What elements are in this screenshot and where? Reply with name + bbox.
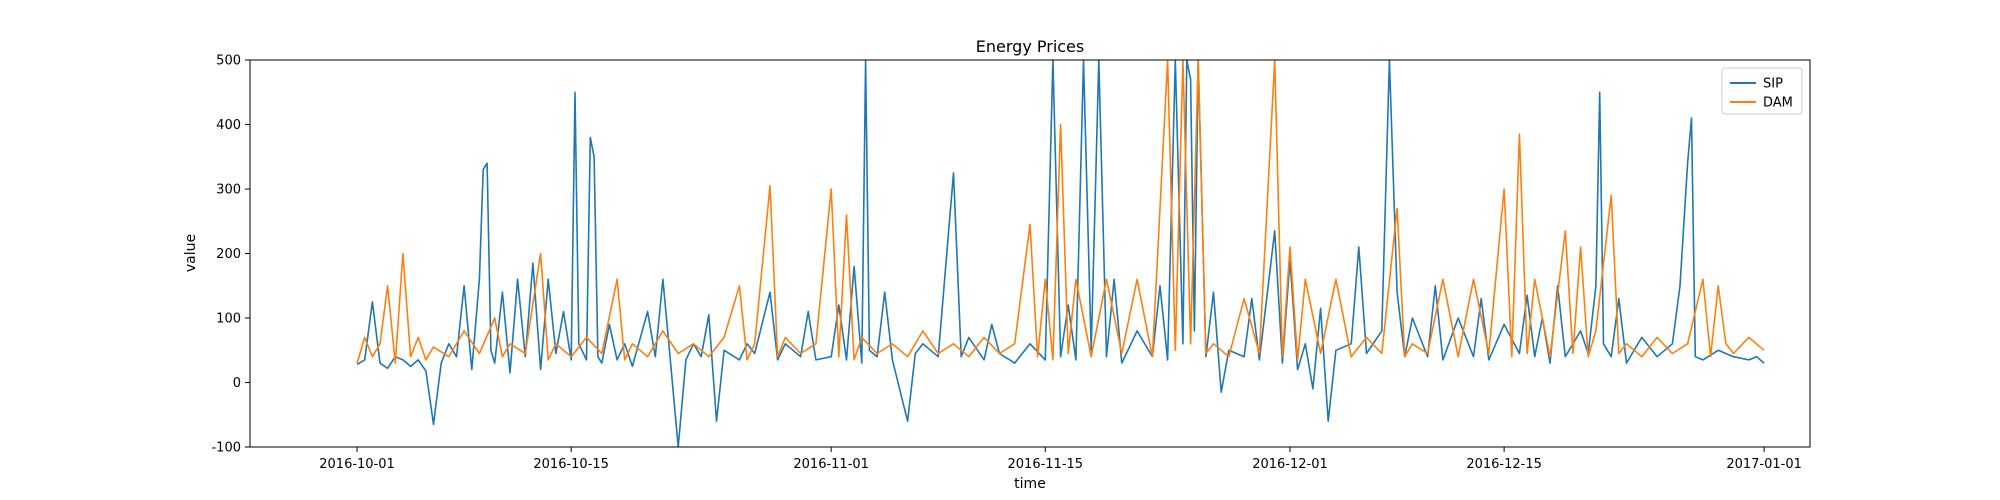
x-tick-label: 2016-10-01 (319, 457, 395, 472)
legend: SIP DAM (1721, 67, 1803, 115)
x-tick-label: 2016-10-15 (533, 457, 609, 472)
y-axis: -100 0 100 200 300 400 500 (211, 54, 250, 456)
series-line-sip (356, 60, 1765, 447)
x-tick-label: 2016-12-01 (1252, 457, 1328, 472)
legend-label-dam: DAM (1763, 96, 1793, 111)
y-axis-label: value (183, 234, 199, 272)
y-tick-label: 200 (216, 247, 241, 262)
y-tick-label: 400 (216, 118, 241, 133)
y-tick-label: 500 (216, 54, 241, 69)
y-tick-label: -100 (211, 441, 241, 456)
y-tick-label: 300 (216, 183, 241, 198)
x-tick-label: 2017-01-01 (1726, 457, 1802, 472)
x-tick-label: 2016-11-01 (793, 457, 869, 472)
x-tick-label: 2016-12-15 (1466, 457, 1542, 472)
x-axis: 2016-10-01 2016-10-15 2016-11-01 2016-11-15… (319, 447, 1802, 472)
chart-title: Energy Prices (976, 37, 1084, 56)
plot-frame (249, 59, 1811, 448)
y-tick-label: 0 (233, 376, 241, 391)
x-tick-label: 2016-11-15 (1008, 457, 1084, 472)
y-tick-label: 100 (216, 312, 241, 327)
x-axis-label: time (1014, 476, 1046, 492)
series-layer (356, 60, 1765, 447)
series-line-dam (356, 60, 1765, 364)
legend-label-sip: SIP (1763, 77, 1783, 92)
